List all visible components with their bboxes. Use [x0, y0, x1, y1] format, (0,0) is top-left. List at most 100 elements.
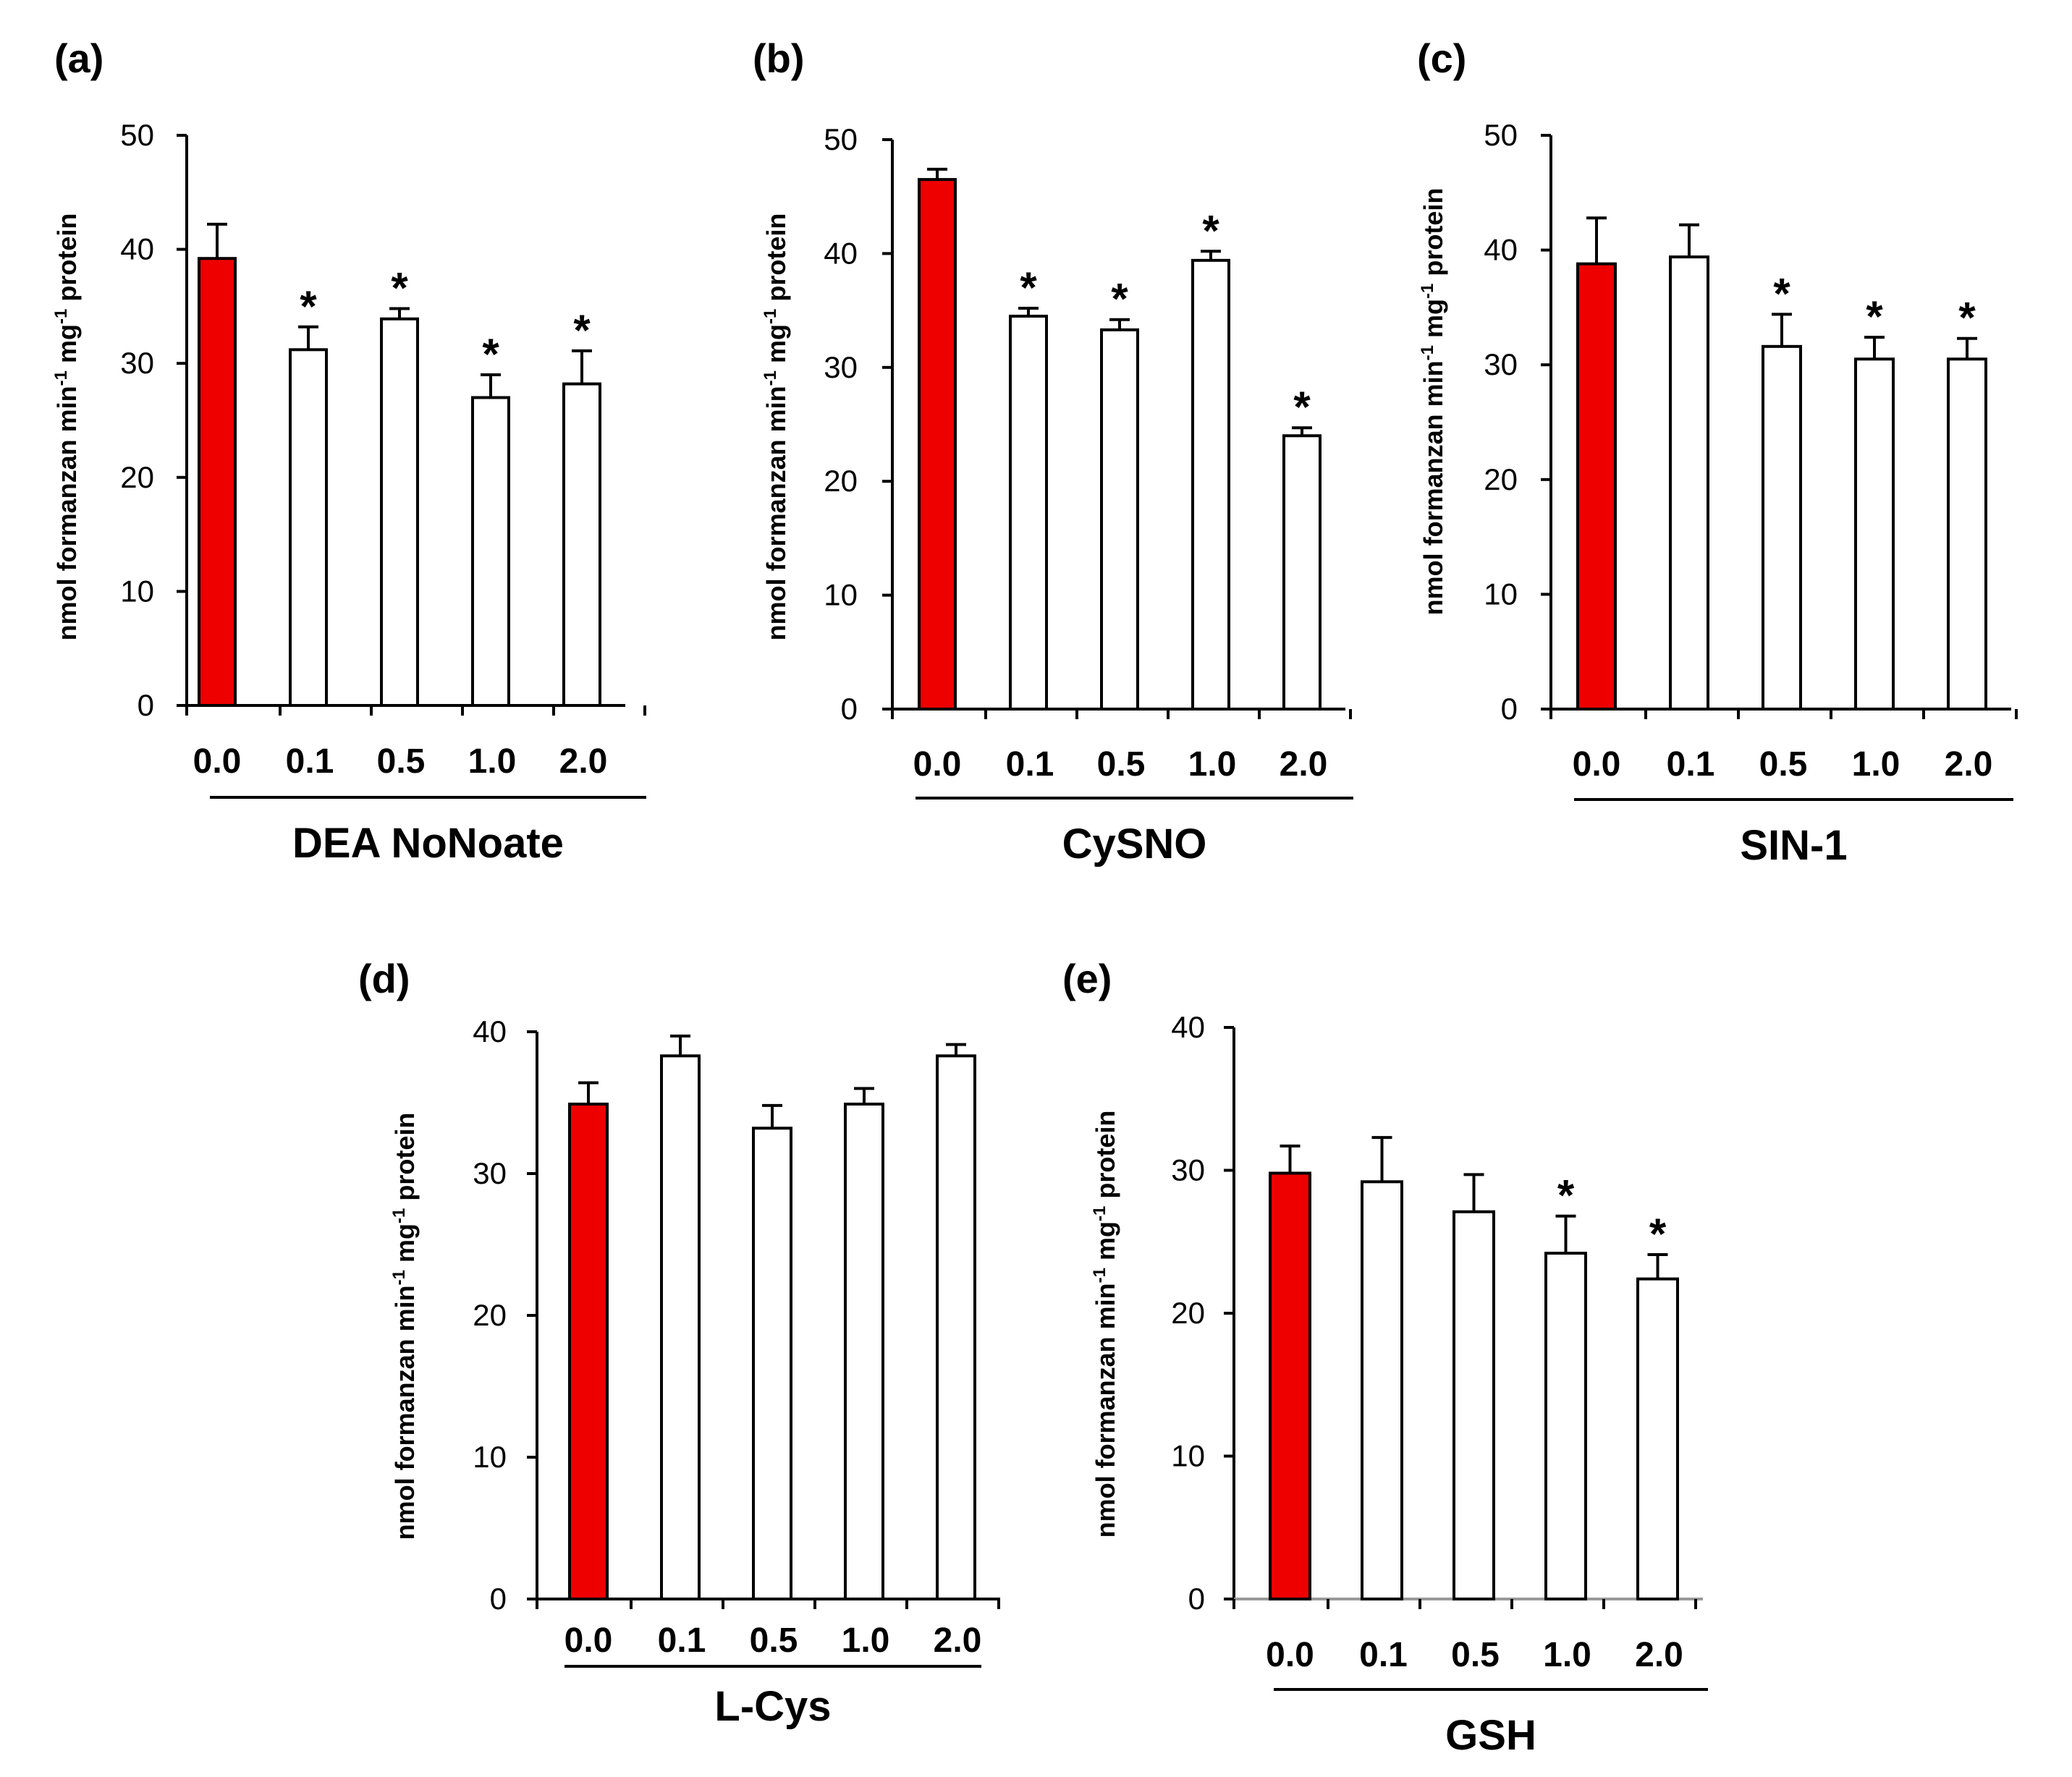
y-axis-title: nmol formanzan min-1 mg-1 protein: [1418, 188, 1449, 616]
x-category-label: 0.0: [1573, 745, 1621, 784]
y-tick-label: 20: [1171, 1296, 1205, 1330]
chart-panel-2: (b) 0 10 20 30 40 50 0.0 * 0.1 * 0.5 * 1.0 * 2.0 CySNO nm…: [753, 35, 1353, 868]
x-category-label: 0.1: [658, 1621, 706, 1660]
panel-label: (d): [358, 956, 410, 1001]
y-tick-label: 30: [824, 350, 858, 384]
bar-treatment: [1669, 255, 1709, 711]
y-axis-title: nmol formanzan min-1 mg-1 protein: [761, 213, 792, 641]
y-tick-label: 50: [824, 122, 858, 156]
panel-label: (b): [753, 35, 805, 81]
x-category-label: 1.0: [468, 742, 517, 781]
y-tick-label: 30: [473, 1156, 507, 1190]
x-category-label: 0.1: [1667, 745, 1715, 784]
bar-treatment: [380, 317, 419, 707]
x-axis-title: CySNO: [1062, 820, 1207, 868]
significance-marker: *: [1557, 1171, 1575, 1220]
y-tick-label: 20: [1484, 462, 1518, 496]
x-category-label: 1.0: [1852, 745, 1900, 784]
x-category-label: 0.5: [1097, 745, 1146, 784]
x-category-label: 1.0: [842, 1621, 890, 1660]
significance-marker: *: [482, 330, 499, 378]
y-tick-label: 30: [120, 346, 154, 380]
significance-marker: *: [391, 264, 408, 313]
y-tick-label: 40: [473, 1014, 507, 1048]
y-tick-label: 0: [490, 1582, 507, 1616]
x-category-label: 0.5: [1451, 1636, 1500, 1674]
significance-marker: *: [1649, 1210, 1667, 1258]
panel-label: (c): [1417, 35, 1466, 81]
significance-marker: *: [300, 282, 317, 331]
y-tick-label: 50: [1484, 118, 1518, 152]
x-category-label: 0.5: [1759, 745, 1808, 784]
significance-marker: *: [1020, 263, 1037, 312]
x-axis-title: GSH: [1445, 1712, 1536, 1759]
y-axis-title: nmol formanzan min-1 mg-1 protein: [389, 1113, 420, 1540]
chart-panel-5: (e) 0 10 20 30 40 0.0 0.1 0.5 * 1.0 * 2.0 GSH nmol for…: [1062, 956, 1708, 1759]
significance-marker: *: [1293, 383, 1311, 431]
bar-treatment: [752, 1127, 792, 1600]
bar-treatment: [1282, 434, 1322, 711]
y-tick-label: 40: [1171, 1010, 1205, 1044]
bar-treatment: [1452, 1210, 1495, 1600]
y-tick-label: 0: [1188, 1582, 1205, 1616]
bar-treatment: [562, 382, 601, 707]
y-tick-label: 30: [1484, 347, 1518, 381]
significance-marker: *: [1773, 269, 1790, 318]
y-tick-label: 10: [120, 574, 154, 608]
x-category-label: 2.0: [1945, 745, 1993, 784]
x-category-label: 0.1: [286, 742, 334, 781]
x-category-label: 0.5: [750, 1621, 798, 1660]
bar-control: [568, 1102, 609, 1600]
x-category-label: 0.0: [193, 742, 242, 781]
y-tick-label: 0: [841, 692, 858, 726]
x-category-label: 2.0: [1280, 745, 1328, 784]
y-tick-label: 30: [1171, 1153, 1205, 1187]
y-tick-label: 10: [1171, 1439, 1205, 1473]
x-category-label: 0.1: [1006, 745, 1054, 784]
y-tick-label: 0: [138, 688, 154, 722]
bar-control: [918, 178, 957, 711]
significance-marker: *: [1202, 206, 1219, 255]
significance-marker: *: [1866, 292, 1883, 341]
bar-control: [1269, 1171, 1311, 1600]
x-category-label: 2.0: [1635, 1636, 1683, 1674]
bar-treatment: [1762, 344, 1802, 711]
x-category-label: 0.0: [1266, 1636, 1314, 1674]
x-category-label: 2.0: [559, 742, 608, 781]
y-tick-label: 0: [1501, 692, 1518, 726]
bar-treatment: [1191, 258, 1230, 711]
x-category-label: 1.0: [1543, 1636, 1591, 1674]
bar-treatment: [289, 348, 328, 707]
bar-control: [1576, 262, 1617, 711]
x-category-label: 1.0: [1188, 745, 1237, 784]
bar-treatment: [1947, 357, 1987, 711]
bar-treatment: [844, 1102, 884, 1600]
y-tick-label: 40: [824, 236, 858, 270]
bar-treatment: [1361, 1180, 1403, 1601]
chart-panel-4: (d) 0 10 20 30 40 0.0 0.1 0.5 1.0 2.0 L-Cys nmol for…: [358, 956, 1000, 1730]
x-category-label: 0.0: [564, 1621, 613, 1660]
bar-treatment: [1544, 1252, 1587, 1601]
bar-treatment: [1854, 357, 1895, 711]
bar-treatment: [1636, 1277, 1679, 1600]
x-category-label: 0.5: [377, 742, 426, 781]
x-category-label: 0.0: [913, 745, 962, 784]
panel-label: (e): [1062, 956, 1112, 1001]
significance-marker: *: [1958, 294, 1976, 342]
y-tick-label: 50: [120, 118, 154, 152]
significance-marker: *: [573, 306, 591, 355]
panel-label: (a): [54, 35, 103, 81]
y-tick-label: 20: [473, 1298, 507, 1332]
bar-treatment: [471, 396, 510, 707]
x-axis-title: DEA NoNoate: [292, 820, 564, 867]
bar-treatment: [1100, 328, 1139, 711]
bar-treatment: [660, 1054, 701, 1600]
y-tick-label: 40: [1484, 233, 1518, 267]
significance-marker: *: [1111, 275, 1128, 323]
bar-control: [198, 257, 237, 707]
y-tick-label: 20: [824, 464, 858, 498]
bar-treatment: [1009, 314, 1048, 711]
y-axis-title: nmol formanzan min-1 mg-1 protein: [51, 213, 83, 641]
y-tick-label: 40: [120, 232, 154, 266]
